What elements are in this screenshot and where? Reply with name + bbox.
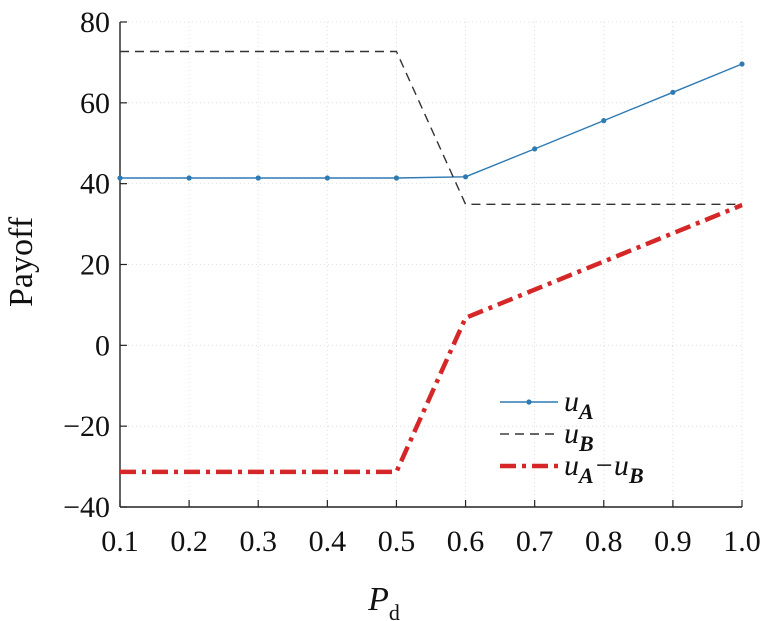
y-tick-label: −20: [63, 410, 110, 443]
y-tick-label: 40: [80, 168, 110, 201]
legend-marker-uA: [526, 399, 532, 405]
grid-layer: [119, 21, 743, 508]
x-axis-label-sub: d: [389, 600, 400, 621]
x-tick-label: 0.2: [170, 525, 208, 558]
y-tick-label: 60: [80, 87, 110, 120]
x-tick-label: 0.6: [447, 525, 485, 558]
x-axis-label-main: P: [367, 581, 389, 618]
x-tick-label: 1.0: [723, 525, 761, 558]
legend-label-uAminusuB: uA−uB: [564, 449, 644, 488]
series-point-uA: [393, 175, 400, 181]
series-point-uA: [324, 175, 330, 181]
series-point-uA: [186, 175, 192, 181]
series-point-uA: [601, 118, 607, 124]
legend-label-uA: uA: [564, 385, 594, 424]
y-tick-label: 0: [95, 329, 110, 362]
x-tick-label: 0.8: [585, 525, 623, 558]
x-tick-label: 0.7: [516, 525, 554, 558]
series-point-uA: [532, 146, 538, 152]
series-point-uA: [462, 174, 469, 180]
x-tick-label: 0.1: [101, 525, 139, 558]
series-point-uA: [670, 89, 676, 95]
y-axis-label: Payoff: [3, 216, 40, 307]
series-line-uB: [120, 50, 742, 205]
x-tick-label: 0.5: [378, 525, 416, 558]
series-layer: [117, 50, 745, 475]
legend-label-uB: uB: [564, 417, 594, 456]
y-tick-label: 80: [80, 6, 110, 39]
y-tick-label: −40: [63, 491, 110, 524]
x-tick-label: 0.4: [309, 525, 347, 558]
axes-layer: 0.1 0.2 0.3 0.4 0.5 0.6 0.7 0.8 0.9 1.0 −40 −20 0 20 4…: [63, 6, 761, 558]
x-axis-label: Pd: [367, 581, 400, 621]
x-tick-label: 0.3: [239, 525, 277, 558]
series-line-uAminusuB: [120, 203, 743, 475]
series-line-uA: [120, 63, 743, 179]
series-point-uA: [739, 61, 745, 67]
x-tick-label: 0.9: [654, 525, 692, 558]
series-point-uA: [255, 175, 261, 181]
y-tick-label: 20: [80, 249, 110, 282]
series-point-uA: [117, 175, 123, 181]
